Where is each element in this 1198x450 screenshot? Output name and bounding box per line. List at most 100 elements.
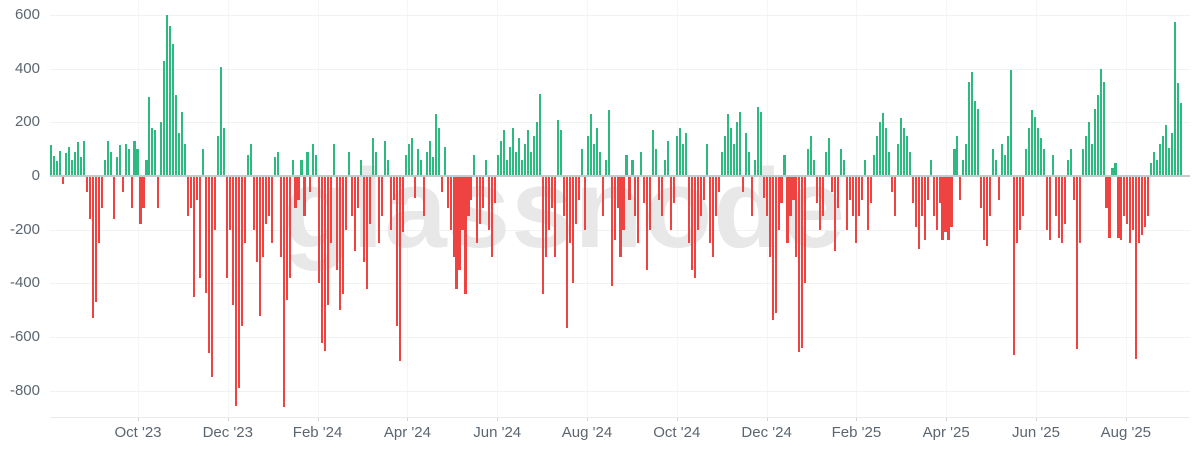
bar[interactable]: [148, 96, 151, 176]
bar[interactable]: [103, 159, 106, 176]
bar[interactable]: [1120, 176, 1123, 241]
bar[interactable]: [869, 176, 873, 203]
bar[interactable]: [923, 176, 926, 241]
bar[interactable]: [631, 159, 634, 176]
bar[interactable]: [330, 176, 333, 244]
bar[interactable]: [1051, 154, 1054, 176]
bar[interactable]: [935, 176, 938, 230]
bar[interactable]: [622, 176, 625, 230]
bar[interactable]: [1171, 133, 1174, 176]
bar[interactable]: [1019, 176, 1022, 230]
bar[interactable]: [1045, 176, 1048, 230]
bar[interactable]: [413, 176, 416, 198]
bar[interactable]: [768, 176, 771, 257]
bar[interactable]: [708, 176, 712, 244]
bar[interactable]: [753, 159, 756, 176]
bar[interactable]: [860, 176, 864, 201]
bar[interactable]: [360, 159, 363, 176]
bar[interactable]: [130, 176, 133, 209]
bar[interactable]: [866, 176, 870, 230]
bar[interactable]: [968, 82, 971, 176]
bar[interactable]: [422, 176, 425, 217]
bar[interactable]: [1063, 176, 1066, 225]
bar[interactable]: [521, 159, 524, 176]
bar[interactable]: [446, 176, 449, 209]
bar[interactable]: [172, 44, 175, 176]
bar[interactable]: [705, 143, 709, 176]
bar[interactable]: [640, 151, 643, 176]
bar[interactable]: [428, 141, 431, 176]
bar[interactable]: [494, 176, 497, 203]
bar[interactable]: [94, 176, 97, 303]
bar[interactable]: [536, 122, 539, 176]
bar[interactable]: [1001, 143, 1004, 176]
bar[interactable]: [342, 176, 345, 295]
bar[interactable]: [729, 127, 732, 176]
bar[interactable]: [738, 111, 741, 176]
bar[interactable]: [702, 176, 706, 201]
bar[interactable]: [470, 176, 473, 201]
bar[interactable]: [181, 111, 184, 176]
bar[interactable]: [679, 127, 682, 176]
bar[interactable]: [1004, 154, 1007, 176]
bar[interactable]: [303, 176, 306, 217]
bar[interactable]: [685, 133, 688, 176]
bar[interactable]: [673, 176, 676, 203]
bar[interactable]: [1078, 176, 1081, 244]
bar[interactable]: [55, 161, 59, 176]
bar[interactable]: [106, 141, 109, 176]
bar[interactable]: [1117, 176, 1120, 238]
bar[interactable]: [515, 151, 518, 176]
bar[interactable]: [580, 149, 583, 177]
bar[interactable]: [568, 176, 571, 244]
bar[interactable]: [458, 176, 461, 270]
bar[interactable]: [792, 176, 795, 201]
bar[interactable]: [625, 154, 628, 176]
bar[interactable]: [619, 176, 622, 257]
bar[interactable]: [1036, 127, 1039, 176]
bar[interactable]: [1048, 176, 1051, 241]
bar[interactable]: [1081, 149, 1084, 177]
bar[interactable]: [234, 176, 237, 406]
bar[interactable]: [1093, 108, 1096, 176]
bar[interactable]: [112, 176, 115, 219]
bar[interactable]: [974, 100, 977, 176]
bar[interactable]: [291, 159, 294, 176]
bar[interactable]: [699, 176, 703, 217]
bar[interactable]: [97, 176, 100, 244]
bar[interactable]: [813, 159, 816, 176]
bar[interactable]: [488, 176, 491, 230]
bar[interactable]: [1060, 176, 1063, 244]
bar[interactable]: [688, 176, 691, 244]
bar[interactable]: [723, 135, 726, 176]
bar[interactable]: [255, 176, 258, 262]
bar[interactable]: [154, 130, 157, 176]
bar[interactable]: [1042, 149, 1045, 177]
bar[interactable]: [1138, 176, 1141, 244]
bar[interactable]: [85, 176, 88, 193]
bar[interactable]: [756, 107, 759, 176]
bar[interactable]: [1010, 69, 1013, 176]
bar[interactable]: [407, 143, 410, 176]
bar[interactable]: [1102, 82, 1105, 176]
bar[interactable]: [425, 151, 428, 176]
bar[interactable]: [121, 176, 124, 193]
bar[interactable]: [395, 176, 398, 327]
bar[interactable]: [908, 151, 911, 176]
bar[interactable]: [184, 143, 187, 176]
bar[interactable]: [419, 159, 422, 176]
bar[interactable]: [691, 176, 694, 270]
bar[interactable]: [109, 151, 112, 176]
bar[interactable]: [1021, 176, 1025, 217]
bar[interactable]: [345, 176, 348, 230]
bar[interactable]: [246, 154, 249, 176]
bar[interactable]: [339, 176, 342, 311]
bar[interactable]: [637, 176, 640, 244]
bar[interactable]: [363, 176, 366, 262]
bar[interactable]: [374, 151, 378, 176]
bar[interactable]: [306, 151, 309, 176]
bar[interactable]: [115, 157, 118, 176]
bar[interactable]: [878, 122, 881, 176]
bar[interactable]: [1177, 83, 1180, 176]
bar[interactable]: [714, 176, 717, 217]
